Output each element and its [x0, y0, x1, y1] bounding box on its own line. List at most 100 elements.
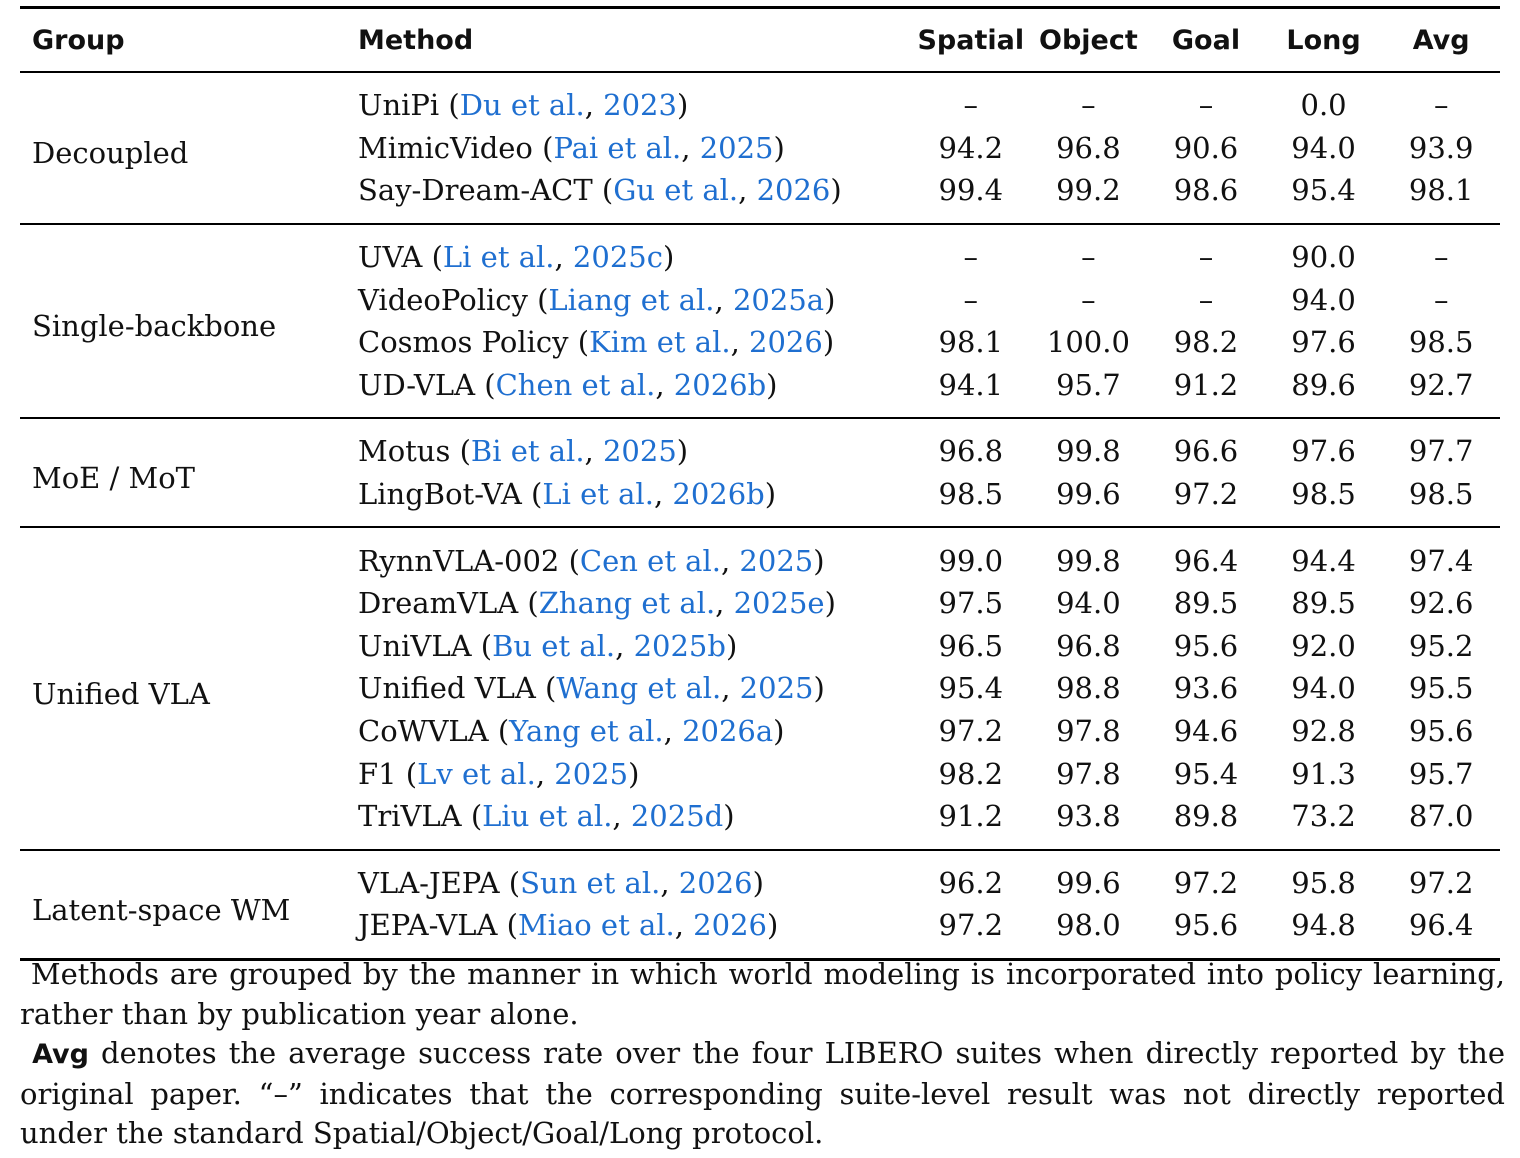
- spatial-score: 99.0: [938, 543, 1004, 578]
- group-name: Unified VLA: [32, 676, 210, 711]
- citation-author-link[interactable]: Liang et al.: [548, 282, 715, 317]
- object-score: 99.8: [1056, 543, 1121, 578]
- citation-author-link[interactable]: Kim et al.: [589, 325, 731, 360]
- citation-year-link[interactable]: 2025: [602, 434, 677, 469]
- citation-year-link[interactable]: 2023: [603, 88, 677, 123]
- spatial-score: 98.2: [938, 756, 1004, 791]
- citation-author-link[interactable]: Wang et al.: [556, 671, 722, 706]
- citation-author-link[interactable]: Cen et al.: [579, 543, 721, 578]
- citation-year-link[interactable]: 2026b: [673, 367, 767, 402]
- citation-author-link[interactable]: Li et al.: [442, 240, 555, 275]
- avg-score: 87.0: [1408, 799, 1474, 834]
- table-row: Single-backbone UVA (Li et al., 2025c) – – –…: [20, 223, 1500, 343]
- spatial-score: 91.2: [938, 799, 1004, 834]
- citation-author-link[interactable]: Yang et al.: [509, 714, 664, 749]
- citation-year-link[interactable]: 2025: [699, 130, 774, 165]
- method-cell: Cosmos Policy (Kim et al., 2026): [358, 325, 835, 360]
- group-name: MoE / MoT: [32, 461, 196, 496]
- table-row: MimicVideo (Pai et al., 2025) 94.2 96.8 90.…: [20, 127, 1500, 170]
- header-group: Group: [32, 24, 125, 56]
- method-cell: UVA (Li et al., 2025c): [358, 240, 675, 275]
- object-score: 99.2: [1056, 173, 1121, 208]
- avg-score: 98.5: [1408, 477, 1474, 512]
- method-cell: F1 (Lv et al., 2025): [358, 756, 640, 791]
- note-avg-term: Avg: [32, 1039, 89, 1070]
- method-cell: MimicVideo (Pai et al., 2025): [358, 130, 785, 165]
- table-row: DreamVLA (Zhang et al., 2025e) 97.5 94.0 89…: [20, 582, 1500, 625]
- goal-score: –: [1198, 282, 1214, 317]
- avg-score: 92.6: [1408, 586, 1474, 621]
- citation-year-link[interactable]: 2026: [749, 325, 823, 360]
- long-score: 94.8: [1291, 908, 1356, 943]
- citation-year-link[interactable]: 2026: [693, 908, 767, 943]
- goal-score: 94.6: [1173, 714, 1239, 749]
- table-row: F1 (Lv et al., 2025) 98.2 97.8 95.4 91.3 95.7: [20, 752, 1500, 795]
- long-score: 94.0: [1291, 671, 1356, 706]
- citation-author-link[interactable]: Li et al.: [542, 477, 654, 512]
- table-row: Unified VLA (Wang et al., 2025) 95.4 98.8 9…: [20, 667, 1500, 710]
- avg-score: 95.5: [1408, 671, 1474, 706]
- avg-score: 95.6: [1408, 714, 1474, 749]
- citation-year-link[interactable]: 2025: [739, 671, 814, 706]
- table-body: Decoupled UniPi (Du et al., 2023) – – – 0.0 – M…: [20, 72, 1500, 960]
- avg-score: 98.1: [1408, 173, 1474, 208]
- citation-author-link[interactable]: Du et al.: [459, 88, 585, 123]
- citation-author-link[interactable]: Pai et al.: [553, 130, 682, 165]
- table-row: UniVLA (Bu et al., 2025b) 96.5 96.8 95.6 92.…: [20, 625, 1500, 668]
- method-name: Unified VLA: [358, 671, 536, 706]
- citation-year-link[interactable]: 2026: [678, 865, 753, 900]
- citation-author-link[interactable]: Sun et al.: [520, 865, 661, 900]
- method-name: VLA-JEPA: [358, 865, 500, 900]
- avg-score: 97.2: [1408, 865, 1474, 900]
- spatial-score: 98.1: [938, 325, 1004, 360]
- avg-score: 96.4: [1408, 908, 1474, 943]
- spatial-score: 99.4: [938, 173, 1004, 208]
- goal-score: 98.6: [1173, 173, 1239, 208]
- table-row: Unified VLA RynnVLA-002 (Cen et al., 2025…: [20, 527, 1500, 711]
- citation-year-link[interactable]: 2025c: [572, 240, 663, 275]
- citation-year-link[interactable]: 2025a: [732, 282, 825, 317]
- method-cell: RynnVLA-002 (Cen et al., 2025): [358, 543, 825, 578]
- table-row: CoWVLA (Yang et al., 2026a) 97.2 97.8 94.6 9…: [20, 710, 1500, 753]
- results-table-container: Group Method Spatial Object Goal Long Av…: [20, 6, 1500, 961]
- method-name: F1: [358, 756, 397, 791]
- citation-year-link[interactable]: 2025e: [733, 586, 825, 621]
- method-cell: JEPA-VLA (Miao et al., 2026): [358, 908, 779, 943]
- object-score: 99.6: [1056, 865, 1121, 900]
- object-score: 94.0: [1056, 586, 1121, 621]
- method-name: Say-Dream-ACT: [358, 173, 593, 208]
- citation-author-link[interactable]: Zhang et al.: [538, 586, 716, 621]
- long-score: 92.8: [1291, 714, 1356, 749]
- long-score: 73.2: [1291, 799, 1356, 834]
- object-score: 98.8: [1056, 671, 1121, 706]
- citation-year-link[interactable]: 2025: [739, 543, 814, 578]
- citation-year-link[interactable]: 2026: [756, 173, 831, 208]
- citation-author-link[interactable]: Bu et al.: [492, 628, 616, 663]
- citation-author-link[interactable]: Miao et al.: [517, 908, 675, 943]
- citation-author-link[interactable]: Chen et al.: [495, 367, 656, 402]
- citation-year-link[interactable]: 2026a: [682, 714, 774, 749]
- spatial-score: 98.5: [938, 477, 1004, 512]
- citation-author-link[interactable]: Gu et al.: [613, 173, 739, 208]
- citation-year-link[interactable]: 2025: [554, 756, 629, 791]
- table-row: Decoupled UniPi (Du et al., 2023) – – – 0.0 –: [20, 72, 1500, 170]
- citation-year-link[interactable]: 2025b: [633, 628, 726, 663]
- spatial-score: 97.2: [938, 908, 1004, 943]
- citation-author-link[interactable]: Lv et al.: [417, 756, 536, 791]
- spatial-score: 94.1: [938, 367, 1004, 402]
- method-name: JEPA-VLA: [358, 908, 498, 943]
- citation-year-link[interactable]: 2025d: [630, 799, 724, 834]
- long-score: 94.0: [1291, 282, 1356, 317]
- citation-year-link[interactable]: 2026b: [672, 477, 765, 512]
- table-row: Cosmos Policy (Kim et al., 2026) 98.1 100.…: [20, 321, 1500, 364]
- method-cell: VideoPolicy (Liang et al., 2025a): [358, 282, 836, 317]
- table-row: LingBot-VA (Li et al., 2026b) 98.5 99.6 97.…: [20, 473, 1500, 528]
- group-name: Latent-space WM: [32, 892, 291, 927]
- citation-author-link[interactable]: Bi et al.: [470, 434, 585, 469]
- method-name: MimicVideo: [358, 130, 533, 165]
- header-method: Method: [358, 24, 474, 56]
- citation-author-link[interactable]: Liu et al.: [482, 799, 613, 834]
- object-score: 97.8: [1056, 714, 1121, 749]
- goal-score: 95.6: [1173, 908, 1239, 943]
- spatial-score: –: [963, 282, 979, 317]
